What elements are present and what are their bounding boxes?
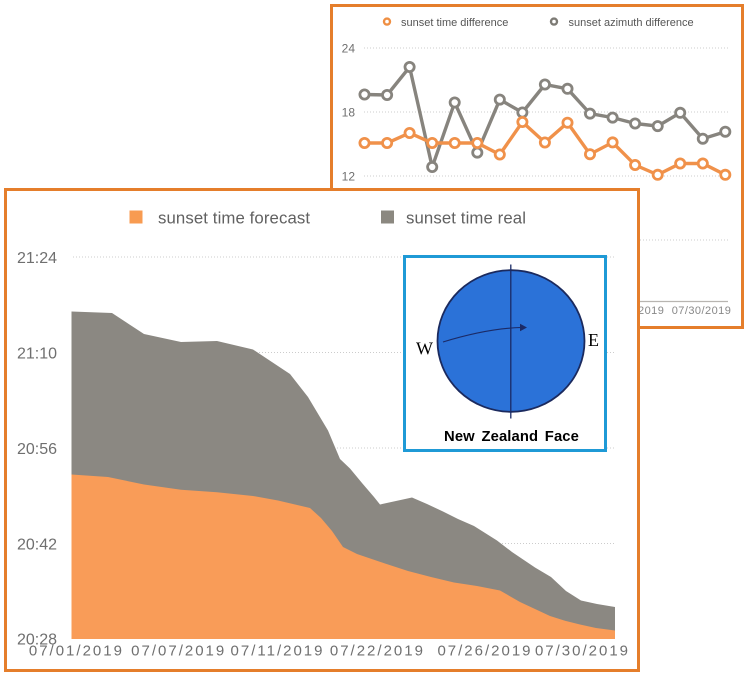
svg-text:24: 24 [342,41,356,55]
svg-text:sunset time real: sunset time real [406,209,526,228]
svg-text:07/11/2019: 07/11/2019 [231,643,325,660]
svg-text:W: W [416,339,433,359]
svg-text:18: 18 [342,105,356,119]
svg-text:07/30/2019: 07/30/2019 [535,643,630,660]
svg-text:sunset time forecast: sunset time forecast [158,209,310,228]
svg-text:07/26/2019: 07/26/2019 [437,643,532,660]
svg-text:20:42: 20:42 [17,536,57,553]
svg-text:New Zealand Face: New Zealand Face [444,429,579,445]
svg-text:sunset time difference: sunset time difference [401,17,508,29]
svg-text:20:56: 20:56 [17,441,57,458]
svg-text:07/30/2019: 07/30/2019 [672,305,732,317]
svg-text:07/07/2019: 07/07/2019 [131,643,226,660]
svg-text:21:24: 21:24 [17,250,57,267]
svg-text:sunset azimuth difference: sunset azimuth difference [569,17,694,29]
svg-text:20:28: 20:28 [17,631,57,648]
svg-text:21:10: 21:10 [17,345,57,362]
svg-text:E: E [588,330,599,350]
svg-text:12: 12 [342,169,356,183]
svg-text:07/22/2019: 07/22/2019 [330,643,425,660]
svg-text:07/01/2019: 07/01/2019 [29,643,124,660]
